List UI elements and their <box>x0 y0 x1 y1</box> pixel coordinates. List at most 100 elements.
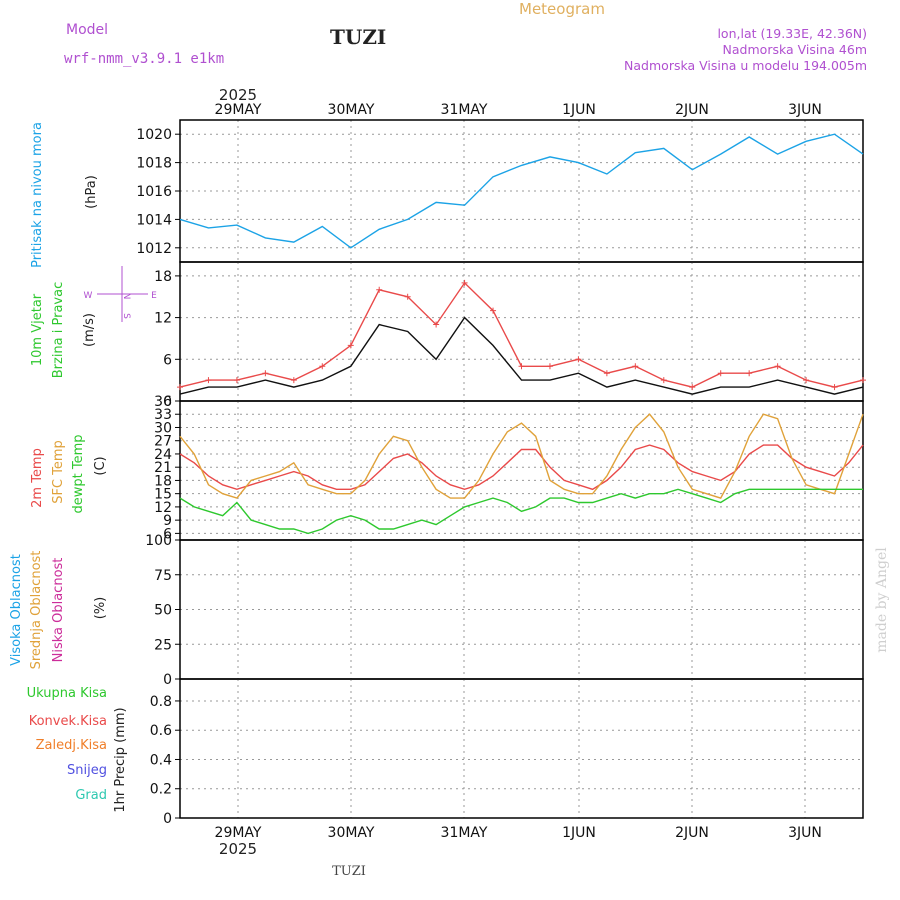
precip-legend-total: Ukupna Kisa <box>27 686 107 701</box>
pressure-ytick-label: 1018 <box>136 156 172 172</box>
x-label-top-3: 1JUN <box>562 102 596 118</box>
panels: 1012101410161018102006121869121518212427… <box>136 119 866 827</box>
gust-marker <box>262 370 269 377</box>
pressure-ytick-label: 1014 <box>136 212 172 228</box>
gust-marker <box>575 356 582 363</box>
temperature-series-1 <box>179 413 864 499</box>
pressure-series-0 <box>179 133 864 249</box>
gust-marker <box>233 377 240 384</box>
gust-marker <box>689 384 696 391</box>
lonlat-label: lon,lat (19.33E, 42.36N) <box>717 26 867 41</box>
credit-watermark: made by Angel <box>874 547 890 653</box>
cloud-ytick-label: 0 <box>163 672 172 688</box>
gust-marker <box>831 384 838 391</box>
pressure-ylabel: Pritisak na nivou mora <box>30 122 45 268</box>
x-label-bottom-4: 2JUN <box>675 825 709 841</box>
pressure-grid: 1012 1014 1016 1018 1020 <box>136 120 863 262</box>
precip-grid: 0 0.2 0.4 0.6 0.8 <box>150 679 863 827</box>
gust-marker <box>461 279 468 286</box>
compass-e: E <box>151 291 157 301</box>
temperature-ytick-label: 12 <box>154 500 172 516</box>
x-label-bottom-3: 1JUN <box>562 825 596 841</box>
pressure-ytick-label: 1020 <box>136 127 172 143</box>
panel-cloud: 0 25 50 75 100 <box>145 533 864 688</box>
x-label-top-0: 29MAY <box>215 102 262 118</box>
compass-n: N <box>121 293 131 300</box>
cloud-ytick-label: 75 <box>154 568 172 584</box>
product-title: Meteogram <box>519 0 605 18</box>
cloud-ytick-label: 100 <box>145 533 172 549</box>
temp-ylabel-2m: 2m Temp <box>30 448 45 508</box>
precip-legend-hail: Grad <box>75 788 107 803</box>
gust-marker <box>603 370 610 377</box>
x-label-bottom-0: 29MAY <box>215 825 262 841</box>
temp-ylabel-sfc: SFC Temp <box>51 440 66 504</box>
x-axis-bottom-labels: 29MAY 30MAY 31MAY 1JUN 2JUN 3JUN <box>215 825 822 841</box>
footer-station: TUZI <box>332 864 366 879</box>
temperature-ytick-label: 9 <box>163 513 172 529</box>
temperature-ytick-label: 6 <box>163 526 172 542</box>
gust-marker <box>347 342 354 349</box>
cloud-grid: 0 25 50 75 100 <box>145 533 863 688</box>
x-label-top-1: 30MAY <box>328 102 375 118</box>
precip-ytick-label: 0.8 <box>150 694 172 710</box>
precip-ytick-label: 0 <box>163 811 172 827</box>
wind-ytick-label: 18 <box>154 269 172 285</box>
cloud-ytick-label: 50 <box>154 603 172 619</box>
wind-ytick-label: 12 <box>154 311 172 327</box>
precip-unit: 1hr Precip (mm) <box>113 707 128 812</box>
temperature-ytick-label: 36 <box>154 394 172 410</box>
panel-wind: 0 6 12 18 <box>154 261 866 410</box>
temp-ylabel-dew: dewpt Temp <box>71 434 86 513</box>
wind-ytick-label: 0 <box>163 394 172 410</box>
precip-legend-convective: Konvek.Kisa <box>29 714 107 729</box>
temperature-ytick-label: 33 <box>154 407 172 423</box>
panel-precip: 0 0.2 0.4 0.6 0.8 <box>150 678 864 827</box>
wind-unit: (m/s) <box>82 313 97 347</box>
panel-pressure: 1012 1014 1016 1018 1020 <box>136 119 864 263</box>
gust-marker <box>290 377 297 384</box>
wind-compass: N W E S <box>84 266 157 322</box>
cloud-ylabel-high: Visoka Oblacnost <box>9 554 24 666</box>
gust-marker <box>546 363 553 370</box>
gust-marker <box>746 370 753 377</box>
gust-marker <box>404 293 411 300</box>
temperature-ytick-label: 24 <box>154 447 172 463</box>
wind-ytick-label: 6 <box>163 352 172 368</box>
x-label-top-4: 2JUN <box>675 102 709 118</box>
precip-ytick-label: 0.4 <box>150 752 172 768</box>
compass-s: S <box>121 313 131 319</box>
cloud-ylabel-mid: Srednja Oblacnost <box>29 551 44 670</box>
gust-marker <box>518 363 525 370</box>
gust-marker <box>860 377 866 384</box>
gust-marker <box>177 384 183 391</box>
temperature-ytick-label: 27 <box>154 434 172 450</box>
precip-frame <box>179 678 864 819</box>
temperature-ytick-label: 15 <box>154 487 172 503</box>
wind-ylabel-sub: Brzina i Pravac <box>51 282 66 379</box>
gust-marker <box>632 363 639 370</box>
x-label-bottom-1: 30MAY <box>328 825 375 841</box>
temp-unit: (C) <box>93 456 108 475</box>
wind-series-1 <box>179 281 864 388</box>
cloud-unit: (%) <box>93 597 108 620</box>
temperature-series-0 <box>179 444 864 491</box>
temperature-series-2 <box>179 488 863 535</box>
gust-marker <box>774 363 781 370</box>
temperature-ytick-label: 21 <box>154 460 172 476</box>
precip-ytick-label: 0.2 <box>150 782 172 798</box>
pressure-ytick-label: 1016 <box>136 184 172 200</box>
pressure-ytick-label: 1012 <box>136 241 172 257</box>
elevation-label: Nadmorska Visina 46m <box>723 42 867 57</box>
x-axis-top-labels: 29MAY 30MAY 31MAY 1JUN 2JUN 3JUN <box>215 102 822 118</box>
gust-marker <box>803 377 810 384</box>
wind-ylabel: 10m Vjetar <box>30 293 45 366</box>
temperature-ytick-label: 30 <box>154 420 172 436</box>
year-top: 2025 <box>219 86 257 104</box>
precip-ytick-label: 0.6 <box>150 723 172 739</box>
station-title: TUZI <box>330 25 386 49</box>
cloud-ylabel-low: Niska Oblacnost <box>51 558 66 663</box>
precip-legend-snow: Snijeg <box>67 763 107 778</box>
